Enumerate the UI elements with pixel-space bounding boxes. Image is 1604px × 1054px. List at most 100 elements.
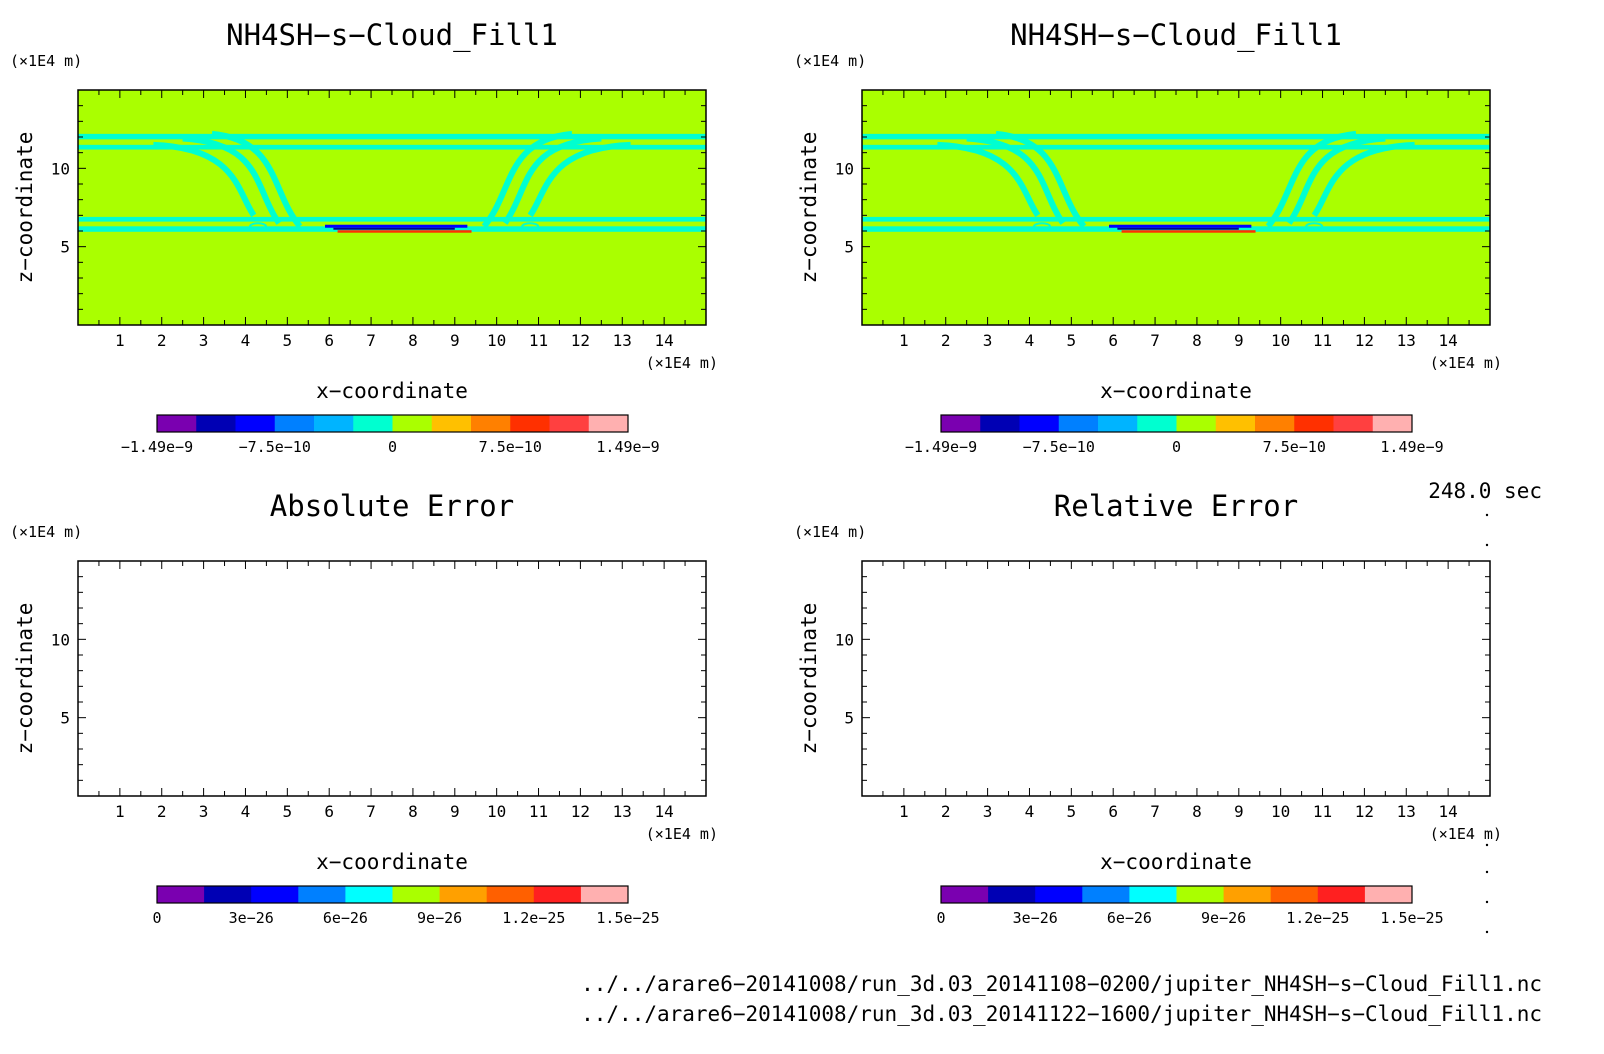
cloud-curve (966, 135, 1066, 225)
negative-streak (325, 224, 468, 228)
colorbar-swatch (1215, 415, 1256, 432)
x-axis-title: x−coordinate (316, 379, 468, 403)
cloud-band (78, 216, 706, 222)
artifact-dot (1485, 900, 1489, 904)
x-tick-label: 6 (1108, 802, 1118, 821)
x-unit-label: (×1E4 m) (1430, 354, 1502, 372)
colorbar: −1.49e−9 −7.5e−10 0 7.5e−10 1.49e−9 (121, 414, 660, 456)
colorbar: −1.49e−9 −7.5e−10 0 7.5e−10 1.49e−9 (905, 414, 1444, 456)
heatmap-field (862, 90, 1490, 325)
colorbar-label: 9e−26 (1201, 909, 1246, 927)
colorbar-swatch (1019, 415, 1060, 432)
time-label: 248.0 sec (1428, 479, 1542, 503)
colorbar-swatch (353, 415, 393, 432)
y-tick-label: 10 (51, 159, 70, 178)
colorbar-swatch (941, 415, 981, 432)
colorbar-label: 1.49e−9 (1380, 438, 1443, 456)
x-axis-title: x−coordinate (316, 850, 468, 874)
x-tick-label: 12 (1355, 802, 1374, 821)
x-tick-label: 12 (571, 802, 590, 821)
colorbar-swatch (1294, 415, 1334, 432)
colorbar-swatch (941, 886, 989, 903)
x-tick-label: 13 (1397, 802, 1416, 821)
x-tick-label: 5 (283, 802, 293, 821)
x-axis: 1 2 3 4 5 6 7 8 9 10 11 12 13 14 (98, 561, 707, 821)
x-unit-label: (×1E4 m) (1430, 825, 1502, 843)
colorbar-swatch (298, 886, 346, 903)
x-tick-label: 1 (899, 802, 909, 821)
negative-streak (1109, 224, 1252, 228)
colorbar-label: 0 (388, 438, 397, 456)
x-tick-label: 10 (1271, 802, 1290, 821)
cloud-band (78, 133, 706, 140)
x-tick-label: 14 (1439, 802, 1458, 821)
colorbar-swatch (533, 886, 582, 903)
y-unit-label: (×1E4 m) (10, 523, 82, 541)
x-tick-label: 9 (450, 802, 460, 821)
colorbar-frame (940, 885, 1413, 904)
colorbar-swatch (431, 415, 472, 432)
x-tick-label: 2 (157, 802, 167, 821)
colorbar-swatch (1137, 415, 1177, 432)
x-tick-label: 4 (1025, 331, 1035, 350)
x-tick-label: 4 (1025, 802, 1035, 821)
artifact-dot (1485, 843, 1489, 847)
colorbar-swatch (1270, 886, 1319, 903)
cloud-curve (937, 141, 1041, 218)
x-tick-label: 9 (1234, 802, 1244, 821)
panel-bottom-right: Relative Error(×1E4 m)1 2 3 4 5 6 7 8 9 10 11 12 13 1… (794, 489, 1502, 927)
colorbar-swatch (980, 415, 1020, 432)
x-tick-label: 5 (283, 331, 293, 350)
colorbar-swatch (988, 886, 1036, 903)
x-tick-label: 7 (1150, 802, 1160, 821)
x-tick-label: 11 (1313, 802, 1332, 821)
x-tick-label: 2 (157, 331, 167, 350)
cloud-curve (995, 130, 1087, 229)
x-tick-label: 8 (1192, 331, 1202, 350)
x-tick-label: 2 (941, 802, 951, 821)
colorbar-swatch (471, 415, 511, 432)
x-tick-label: 4 (241, 331, 251, 350)
x-tick-label: 13 (1397, 331, 1416, 350)
colorbar-swatch (392, 415, 433, 432)
file-path-1: ../../arare6−20141008/run_3d.03_20141108… (581, 972, 1542, 996)
artifact-dot (1485, 930, 1489, 934)
colorbar-swatch (1333, 415, 1374, 432)
x-tick-label: 2 (941, 331, 951, 350)
y-axis: 5 10 (51, 89, 706, 310)
colorbar-swatch (157, 415, 197, 432)
colorbar-label: 3e−26 (229, 909, 274, 927)
x-tick-label: 10 (487, 331, 506, 350)
colorbar-swatch (588, 415, 629, 432)
empty-plot-area (78, 561, 706, 796)
colorbar-swatch (1035, 886, 1083, 903)
x-tick-label: 8 (408, 331, 418, 350)
x-unit-label: (×1E4 m) (646, 825, 718, 843)
colorbar-swatch (157, 886, 205, 903)
colorbar-label: −1.49e−9 (905, 438, 977, 456)
cloud-curve (1286, 135, 1386, 225)
artifact-dot (1485, 543, 1489, 547)
y-axis: 5 10 (835, 560, 1490, 781)
colorbar-frame (940, 414, 1413, 433)
colorbar-swatch (1372, 415, 1413, 432)
colorbar: 0 3e−26 6e−26 9e−26 1.2e−25 1.5e−25 (936, 885, 1444, 927)
x-tick-label: 14 (655, 802, 674, 821)
y-tick-label: 5 (844, 709, 854, 728)
x-tick-label: 9 (1234, 331, 1244, 350)
y-unit-label: (×1E4 m) (794, 523, 866, 541)
cloud-ring (1033, 222, 1052, 231)
y-axis-title: z−coordinate (13, 132, 37, 284)
colorbar-swatch (204, 886, 252, 903)
colorbar-label: 7.5e−10 (479, 438, 542, 456)
colorbar-swatch (274, 415, 315, 432)
y-axis: 5 10 (835, 89, 1490, 310)
x-tick-label: 8 (408, 802, 418, 821)
x-tick-label: 14 (655, 331, 674, 350)
y-tick-label: 5 (60, 709, 70, 728)
y-axis-title: z−coordinate (797, 603, 821, 755)
colorbar-swatch (510, 415, 550, 432)
colorbar-swatch (196, 415, 236, 432)
x-tick-label: 6 (324, 331, 334, 350)
